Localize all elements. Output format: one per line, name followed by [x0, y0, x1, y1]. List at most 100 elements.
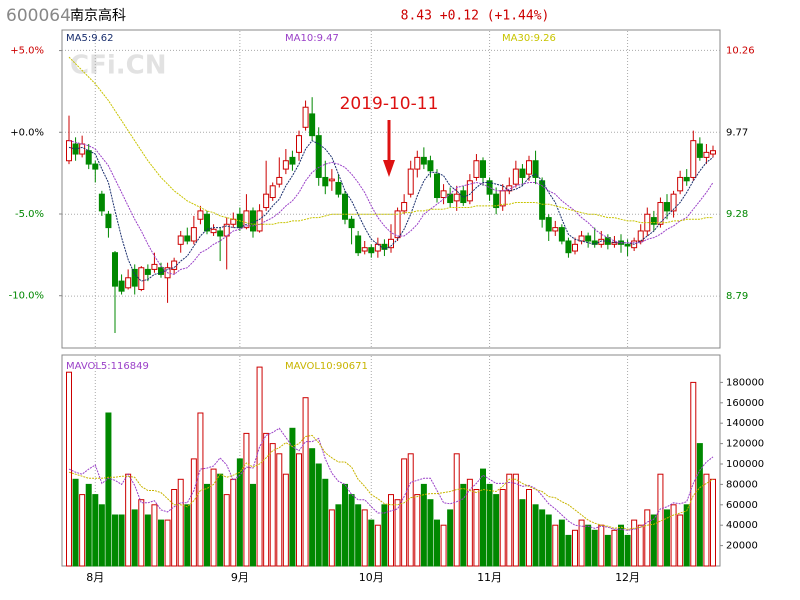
candle-body [683, 176, 690, 182]
candle-body [552, 227, 559, 232]
volume-bar [407, 453, 414, 567]
candle-body [151, 263, 158, 270]
volume-bar [631, 519, 638, 567]
candle-body [460, 190, 467, 204]
candle-body [690, 140, 697, 178]
candle-body [322, 176, 329, 187]
volume-bar [296, 453, 302, 567]
y-tick-label: 180000 [726, 377, 764, 388]
candle-body [342, 193, 348, 220]
candle-body [269, 185, 276, 199]
candle-body [263, 193, 270, 209]
candle-body [545, 217, 552, 232]
volume-bar [250, 483, 256, 567]
volume-bar [604, 534, 611, 567]
y-tick-label: 80000 [726, 479, 758, 490]
candle-body [197, 210, 204, 220]
candle-body [256, 210, 263, 232]
candle-body [670, 193, 677, 212]
volume-bar [670, 504, 677, 567]
volume-bar [703, 473, 710, 567]
volume-bar [637, 524, 644, 567]
ma-line [68, 140, 714, 282]
volume-bar [618, 524, 624, 567]
candle-body [309, 113, 316, 137]
candle-body [677, 176, 684, 192]
x-tick-label: 10月 [359, 571, 384, 584]
candle-body [276, 176, 283, 185]
candle-body [125, 277, 132, 289]
candle-body [611, 242, 618, 245]
volume-bar [381, 504, 388, 567]
y-tick-label: 60000 [726, 500, 758, 511]
candle-body [131, 268, 138, 287]
volume-bar [565, 534, 572, 567]
y-tick-label: 8.79 [726, 291, 748, 302]
volume-bar [138, 499, 145, 567]
candle-body [243, 210, 250, 229]
candle-body [105, 213, 112, 229]
volume-bar [328, 509, 335, 567]
candle-body [650, 217, 657, 225]
annotation-text: 2019-10-11 [340, 94, 439, 114]
candle-body [624, 243, 631, 247]
candle-body [434, 173, 440, 199]
candle-body [328, 178, 335, 182]
volume-bar [131, 509, 138, 567]
candle-body [112, 252, 118, 287]
y-tick-label: 120000 [726, 439, 764, 450]
volume-bar [164, 519, 171, 567]
candle-body [591, 240, 598, 245]
candle-body [637, 230, 644, 242]
candle-body [190, 227, 197, 242]
candle-body [512, 168, 519, 185]
candle-body [302, 106, 309, 128]
volume-bar [105, 412, 112, 567]
volume-bar [466, 478, 473, 567]
volume-bar [230, 478, 237, 567]
volume-bar [572, 529, 578, 567]
volume-bar [204, 483, 210, 567]
volume-bar [79, 494, 86, 567]
volume-bar [112, 514, 118, 567]
volume-bar [394, 499, 401, 567]
volume-bar [473, 489, 480, 567]
candle-body [66, 140, 72, 162]
volume-bar [177, 478, 184, 567]
legend-entry: MA10:9.47 [285, 33, 339, 44]
volume-bar [585, 524, 592, 567]
candle-body [374, 243, 381, 252]
volume-bar [256, 366, 263, 567]
volume-bar [289, 427, 296, 567]
candle-body [703, 151, 710, 158]
price-panel [61, 29, 721, 349]
volume-bar [486, 483, 493, 567]
ma-line [68, 427, 714, 531]
volume-bar [322, 478, 329, 567]
volume-bar [545, 514, 552, 567]
candle-body [204, 213, 210, 232]
candle-body [368, 247, 375, 254]
candle-body [519, 168, 526, 178]
volume-bar [499, 489, 506, 567]
ma-line [68, 56, 713, 225]
volume-bar [190, 458, 197, 567]
candle-body [453, 193, 460, 202]
volume-bar [414, 494, 421, 567]
candle-body [486, 180, 493, 195]
volume-bar [368, 519, 375, 567]
candle-body [289, 156, 296, 165]
volume-bar [664, 509, 670, 567]
legend-entry: MA5:9.62 [66, 33, 113, 44]
volume-bar [493, 494, 500, 567]
volume-bar [519, 499, 526, 567]
candle-body [79, 143, 86, 155]
candle-body [427, 160, 434, 172]
annotation-arrow-head [383, 160, 395, 177]
candle-body [282, 160, 289, 170]
volume-bar [171, 489, 178, 567]
volume-bar [420, 483, 427, 567]
volume-bar [624, 534, 631, 567]
candle-body [394, 210, 401, 239]
